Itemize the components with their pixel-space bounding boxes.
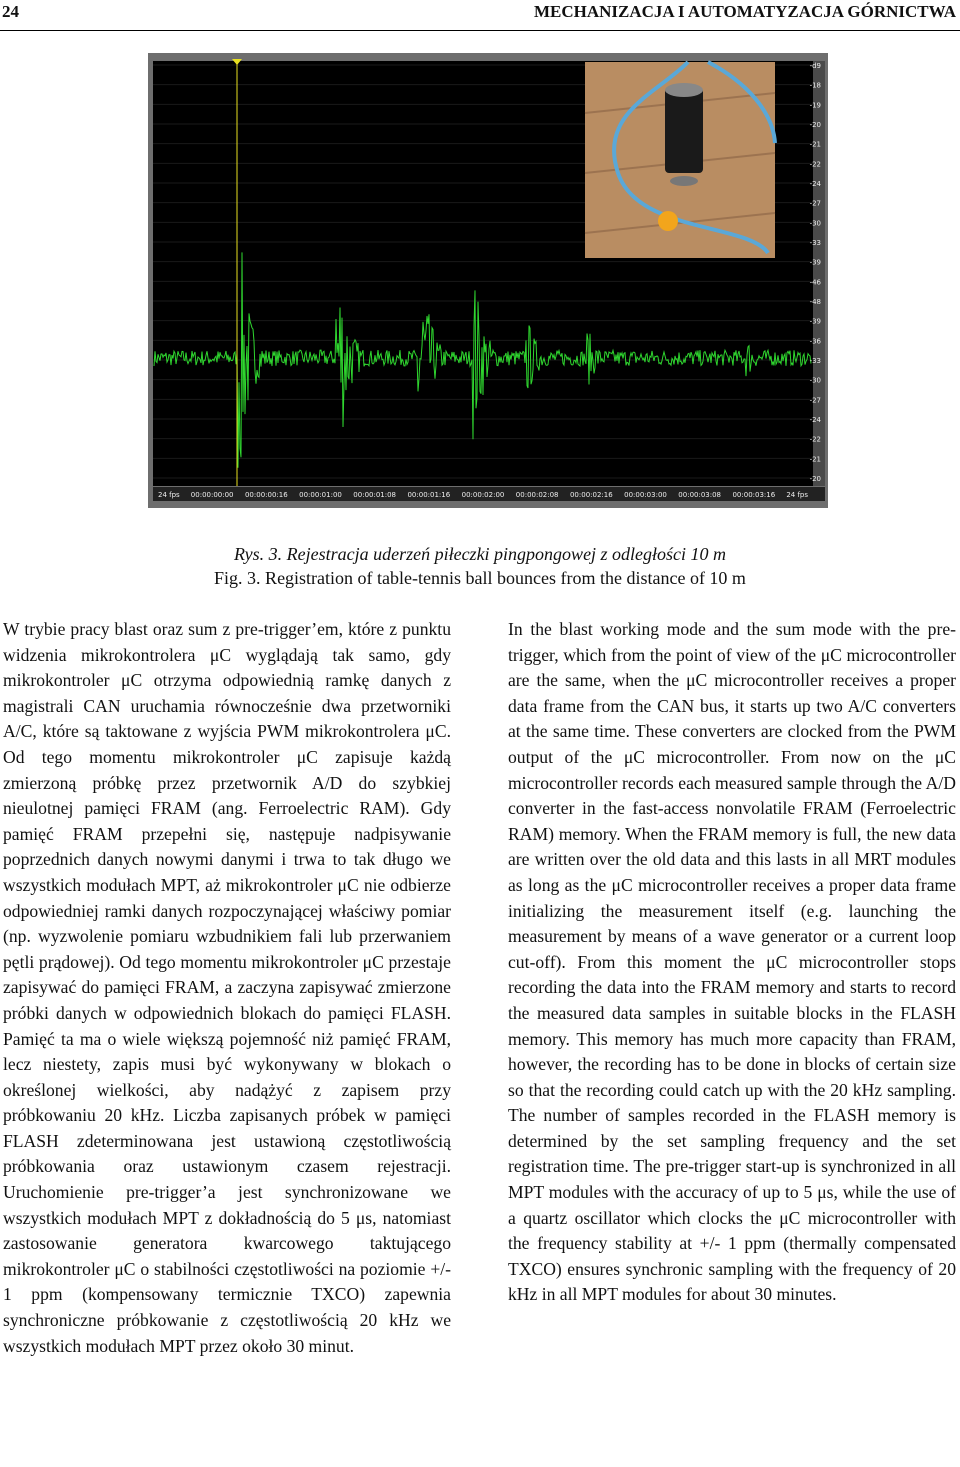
scale-label: -21 (810, 141, 821, 149)
journal-title: MECHANIZACJA I AUTOMATYZACJA GÓRNICTWA (533, 2, 956, 21)
scale-label: -33 (810, 357, 821, 365)
scale-label: -d9 (810, 62, 821, 70)
scale-label: -22 (810, 160, 821, 168)
photo-cable (612, 60, 777, 255)
scale-label: -39 (810, 259, 821, 267)
scale-label: -30 (810, 219, 821, 227)
scale-label: -36 (810, 337, 822, 345)
scale-label: -22 (810, 436, 821, 444)
caption-en: Fig. 3. Registration of table-tennis bal… (214, 568, 746, 588)
scale-bar (813, 61, 825, 486)
time-label: 00:00:03:16 (732, 491, 775, 499)
time-label: 00:00:01:16 (407, 491, 450, 499)
time-label: 00:00:03:00 (624, 491, 667, 499)
photo (584, 60, 777, 258)
time-label: 00:00:01:08 (353, 491, 396, 499)
photo-ball (658, 211, 678, 231)
scale-label: -24 (810, 416, 822, 424)
time-label: 00:00:00:00 (191, 491, 234, 499)
scale-label: -33 (810, 239, 821, 247)
time-label: 24 fps (786, 491, 808, 499)
time-label: 00:00:00:16 (245, 491, 288, 499)
caption-pl-text: Rys. 3. Rejestracja uderzeń piłeczki pin… (233, 544, 727, 564)
photo-sensor (665, 88, 703, 173)
scale-label: -18 (810, 82, 821, 90)
scale-label: -27 (810, 396, 821, 404)
scale-label: -21 (810, 455, 821, 463)
column-right: In the blast working mode and the sum mo… (508, 619, 956, 1305)
caption-pl: Rys. 3. Rejestracja uderzeń piłeczki pin… (0, 544, 960, 565)
time-label: 00:00:02:00 (462, 491, 505, 499)
scale-label: -30 (810, 377, 821, 385)
scale-label: -24 (810, 180, 822, 188)
time-label: 00:00:03:08 (678, 491, 721, 499)
scale-labels: -d9 -18 -19 -20 -21 -22 -24 -27 -30 -33 -39 -46 -48 -… (810, 62, 822, 483)
cursor-head (232, 59, 242, 65)
photo-sensor-base (670, 176, 698, 186)
scale-label: -20 (810, 475, 821, 483)
scale-label: -46 (810, 278, 822, 286)
time-label: 00:00:02:08 (516, 491, 559, 499)
page-number: 24 (2, 2, 19, 21)
scale-label: -27 (810, 200, 821, 208)
time-labels: 24 fps 00:00:00:00 00:00:00:16 00:00:01:00 0… (158, 491, 808, 499)
scale-label: -19 (810, 101, 821, 109)
header-rule (0, 30, 960, 31)
waveform (153, 252, 812, 468)
photo-sensor-top (665, 83, 703, 97)
scale-label: -48 (810, 298, 821, 306)
time-label: 24 fps (158, 491, 180, 499)
scale-label: -39 (810, 318, 821, 326)
time-label: 00:00:02:16 (570, 491, 613, 499)
column-left: W trybie pracy blast oraz sum z pre-trig… (3, 619, 451, 1356)
scale-label: -20 (810, 121, 821, 129)
time-bar (153, 487, 825, 501)
time-label: 00:00:01:00 (299, 491, 342, 499)
figure: -d9 -18 -19 -20 -21 -22 -24 -27 -30 -33 -39 -46 -48 -… (148, 53, 828, 508)
